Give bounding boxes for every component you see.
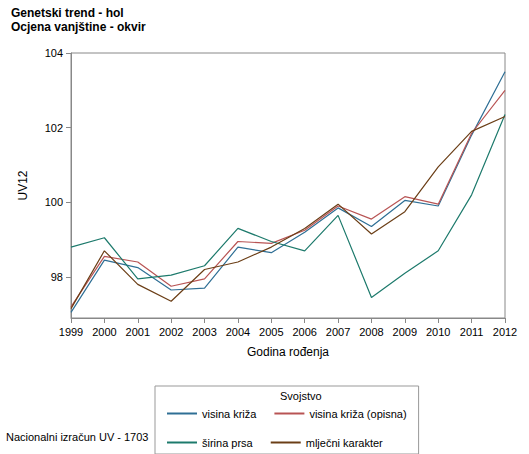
svg-text:mlječni karakter: mlječni karakter	[306, 437, 383, 449]
svg-text:2000: 2000	[92, 326, 116, 338]
svg-text:2006: 2006	[292, 326, 316, 338]
svg-text:100: 100	[45, 196, 63, 208]
svg-text:102: 102	[45, 122, 63, 134]
svg-text:2004: 2004	[226, 326, 250, 338]
svg-text:2003: 2003	[192, 326, 216, 338]
svg-text:1999: 1999	[59, 326, 83, 338]
svg-text:UV12: UV12	[16, 170, 30, 200]
svg-text:2010: 2010	[426, 326, 450, 338]
svg-text:2011: 2011	[460, 326, 484, 338]
svg-text:2007: 2007	[326, 326, 350, 338]
svg-text:2005: 2005	[259, 326, 283, 338]
svg-text:98: 98	[51, 271, 63, 283]
svg-text:visina križa: visina križa	[202, 408, 257, 420]
svg-text:104: 104	[45, 47, 63, 59]
svg-text:2012: 2012	[493, 326, 517, 338]
svg-text:2002: 2002	[159, 326, 183, 338]
svg-text:visina križa (opisna): visina križa (opisna)	[309, 408, 406, 420]
svg-text:2001: 2001	[126, 326, 150, 338]
svg-text:širina prsa: širina prsa	[202, 437, 254, 449]
svg-text:Genetski trend - hol: Genetski trend - hol	[11, 6, 124, 20]
svg-text:Godina rođenja: Godina rođenja	[247, 345, 329, 359]
svg-text:2009: 2009	[393, 326, 417, 338]
svg-text:Ocjena vanjštine - okvir: Ocjena vanjštine - okvir	[11, 20, 146, 34]
svg-text:Nacionalni izračun UV - 1703: Nacionalni izračun UV - 1703	[6, 431, 148, 443]
svg-text:2008: 2008	[359, 326, 383, 338]
